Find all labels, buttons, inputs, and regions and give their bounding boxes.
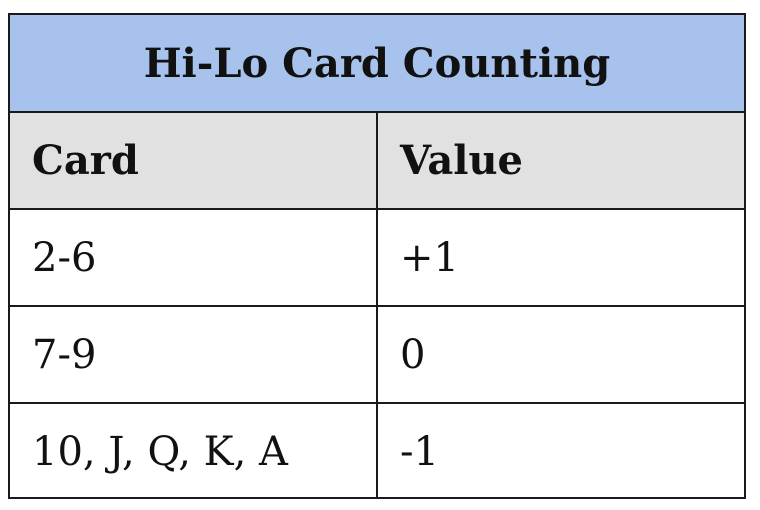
card-cell: 2-6 [10,210,378,305]
value-cell: 0 [400,331,426,378]
card-cell: 7-9 [10,307,378,402]
value-cell: -1 [400,428,439,475]
column-header-value: Value [400,137,524,184]
table-row: 7-9 0 [10,307,744,404]
table-row: 2-6 +1 [10,210,744,307]
hi-lo-table: Hi-Lo Card Counting Card Value 2-6 +1 7-… [8,13,746,499]
value-cell: +1 [400,234,459,281]
column-header-card: Card [10,113,378,208]
card-cell: 10, J, Q, K, A [10,404,378,499]
table-header-row: Card Value [10,113,744,210]
table-row: 10, J, Q, K, A -1 [10,404,744,499]
table-title: Hi-Lo Card Counting [10,15,744,113]
